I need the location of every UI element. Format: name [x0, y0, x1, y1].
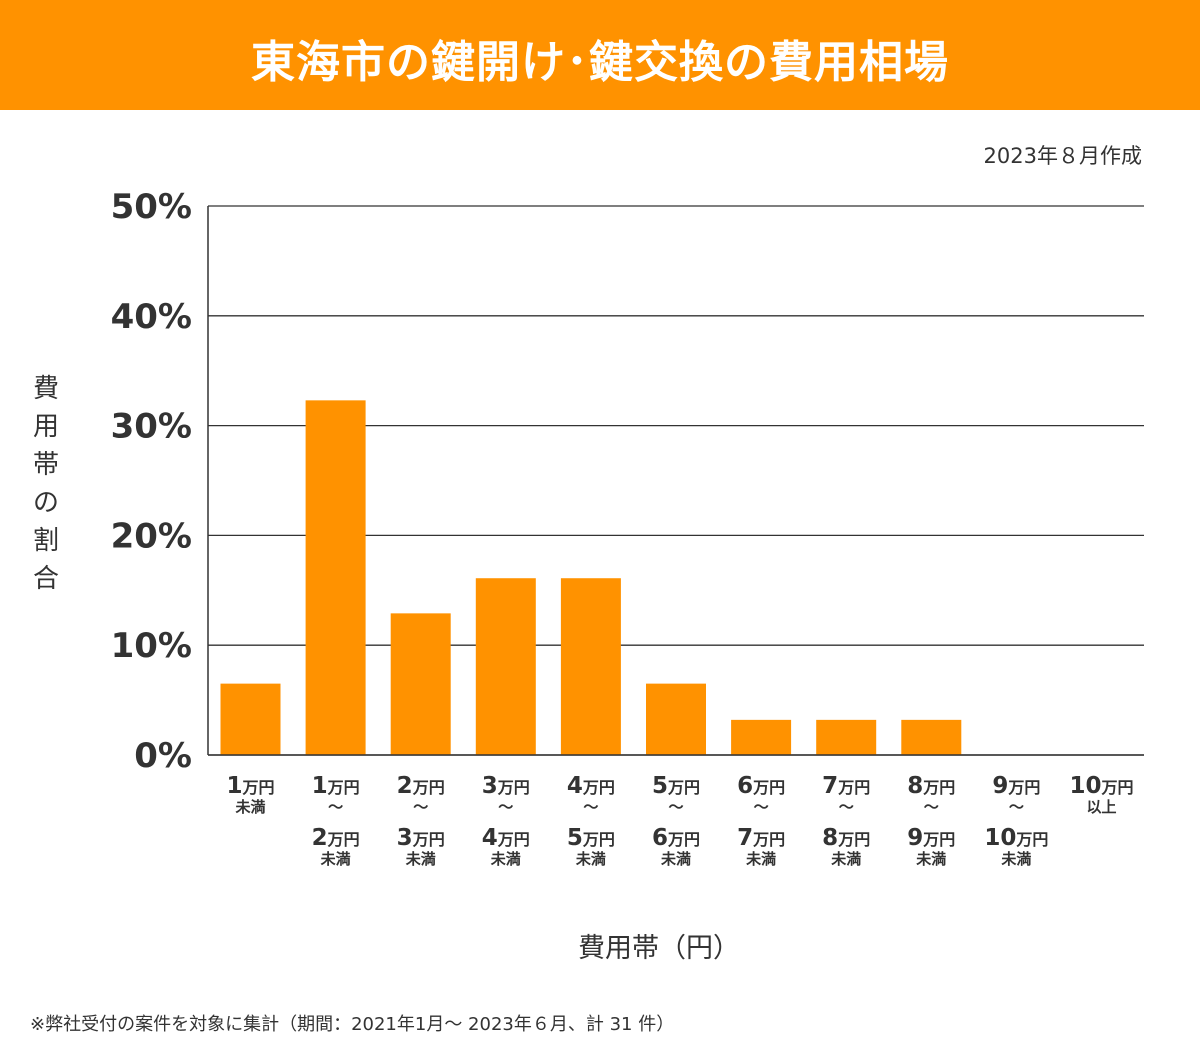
- x-tick-value: 2万円: [397, 773, 445, 799]
- x-tick-value: 4万円: [567, 773, 615, 799]
- x-tick-suffix: 未満: [915, 850, 946, 868]
- x-tick-suffix: 未満: [320, 850, 351, 868]
- bar: [390, 613, 451, 755]
- bar: [731, 719, 792, 755]
- x-tick-value: 3万円: [482, 773, 530, 799]
- y-tick-label: 30%: [111, 407, 192, 447]
- x-tick-value: 8万円: [907, 773, 955, 799]
- x-tick-value: 6万円: [737, 773, 785, 799]
- bar: [901, 719, 962, 755]
- footnote: ※弊社受付の案件を対象に集計（期間：2021年1月～ 2023年６月、計 31 …: [30, 1014, 675, 1035]
- y-tick-label: 50%: [111, 187, 192, 227]
- x-tick-value: 9万円: [907, 825, 955, 851]
- range-mark: 〜: [498, 798, 513, 816]
- range-mark: 〜: [668, 798, 683, 816]
- x-tick-value: 6万円: [652, 825, 700, 851]
- range-mark: 〜: [328, 798, 343, 816]
- bar: [816, 719, 877, 755]
- range-mark: 〜: [413, 798, 428, 816]
- x-axis-label: 費用帯（円）: [578, 933, 740, 964]
- x-tick-value: 10万円: [1069, 773, 1133, 799]
- range-mark: 〜: [839, 798, 854, 816]
- y-axis-label: 費用帯の割合: [32, 374, 59, 594]
- x-tick-suffix: 未満: [490, 850, 521, 868]
- bar: [646, 683, 706, 755]
- x-tick-suffix: 未満: [745, 850, 776, 868]
- x-tick-value: 2万円: [312, 825, 360, 851]
- x-tick-value: 10万円: [984, 825, 1048, 851]
- x-tick-suffix: 未満: [234, 798, 265, 816]
- y-tick-label: 0%: [134, 736, 192, 776]
- range-mark: 〜: [754, 798, 769, 816]
- x-tick-suffix: 以上: [1086, 798, 1116, 816]
- x-tick-value: 8万円: [822, 825, 870, 851]
- x-tick-suffix: 未満: [830, 850, 861, 868]
- range-mark: 〜: [1009, 798, 1024, 816]
- x-tick-value: 1万円: [226, 773, 274, 799]
- bar: [220, 683, 281, 755]
- bar: [560, 578, 621, 755]
- x-tick-value: 1万円: [312, 773, 360, 799]
- range-mark: 〜: [924, 798, 939, 816]
- x-tick-suffix: 未満: [575, 850, 606, 868]
- x-tick-value: 7万円: [737, 825, 785, 851]
- y-tick-label: 40%: [111, 297, 192, 337]
- y-tick-label: 20%: [111, 516, 192, 556]
- created-date: 2023年８月作成: [983, 144, 1142, 168]
- bar: [475, 578, 536, 755]
- page-title: 東海市の鍵開け･鍵交換の費用相場: [251, 37, 949, 88]
- y-tick-label: 10%: [111, 626, 192, 666]
- x-tick-value: 3万円: [397, 825, 445, 851]
- x-tick-value: 5万円: [567, 825, 615, 851]
- x-tick-value: 5万円: [652, 773, 700, 799]
- x-tick-suffix: 未満: [405, 850, 436, 868]
- title-banner: 東海市の鍵開け･鍵交換の費用相場: [0, 0, 1200, 110]
- x-tick-suffix: 未満: [660, 850, 691, 868]
- range-mark: 〜: [583, 798, 598, 816]
- x-tick-value: 9万円: [992, 773, 1040, 799]
- x-tick-value: 7万円: [822, 773, 870, 799]
- bar: [305, 400, 366, 755]
- x-tick-suffix: 未満: [1000, 850, 1031, 868]
- x-tick-value: 4万円: [482, 825, 530, 851]
